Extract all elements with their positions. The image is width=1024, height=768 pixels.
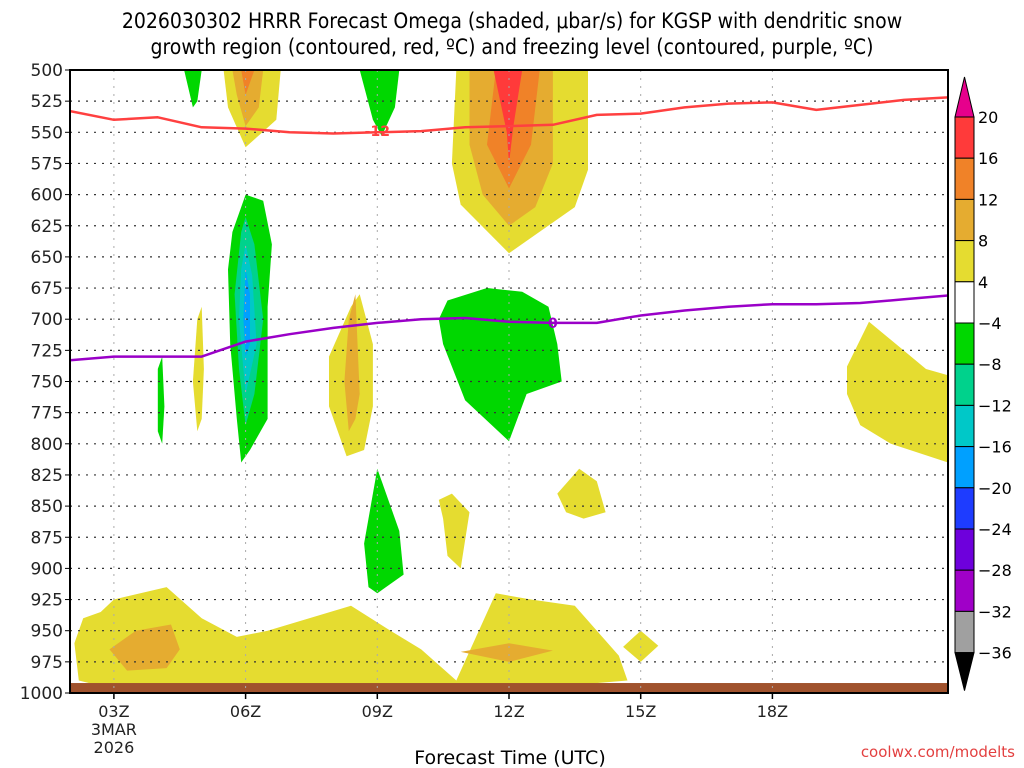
colorbar-swatch bbox=[954, 240, 975, 283]
colorbar-level-label: −20 bbox=[978, 479, 1012, 498]
colorbar-level-label: 12 bbox=[978, 190, 998, 209]
y-axis: 500 525 550 575 600 625 650 675 700 725 750 775 800 8… bbox=[20, 61, 70, 704]
y-tick-label: 700 bbox=[31, 310, 63, 330]
shaded-region-uplift-06z-top bbox=[241, 70, 255, 95]
y-tick-label: 600 bbox=[31, 186, 63, 206]
y-tick-label: 675 bbox=[31, 279, 63, 299]
y-tick-label: 900 bbox=[31, 559, 63, 579]
shaded-region-sink-06z-column bbox=[243, 269, 250, 357]
terrain-layer bbox=[70, 683, 948, 693]
x-tick-label: 12Z bbox=[493, 702, 524, 721]
colorbar-legend: 20 16 12 8 4 −4 −8 −12 −16 −20 −24 −28 −32 −36 bbox=[954, 76, 1012, 691]
colorbar-level-label: −8 bbox=[978, 355, 1002, 374]
y-tick-label: 500 bbox=[31, 61, 63, 81]
colorbar-level-label: −16 bbox=[978, 438, 1012, 457]
colorbar-swatch bbox=[954, 446, 975, 489]
y-tick-label: 575 bbox=[31, 154, 63, 174]
colorbar-swatch bbox=[954, 610, 975, 654]
colorbar-swatch bbox=[954, 487, 975, 530]
chart-title-line-2: growth region (contoured, red, ºC) and f… bbox=[151, 35, 874, 59]
colorbar-level-label: 4 bbox=[978, 273, 988, 292]
colorbar-level-label: −28 bbox=[978, 561, 1012, 580]
colorbar-level-label: −24 bbox=[978, 520, 1012, 539]
shaded-region-uplift-11z-low bbox=[438, 493, 470, 569]
x-tick-label: 06Z bbox=[230, 702, 261, 721]
y-tick-label: 650 bbox=[31, 248, 63, 268]
x-tick-label: 03Z bbox=[98, 702, 129, 721]
colorbar-level-label: −32 bbox=[978, 602, 1012, 621]
shaded-region-uplift-19z bbox=[847, 321, 948, 463]
y-tick-label: 725 bbox=[31, 341, 63, 361]
y-tick-label: 775 bbox=[31, 404, 63, 424]
shaded-region-sink-04z bbox=[157, 356, 165, 444]
omega-shading-layer bbox=[74, 70, 948, 690]
colorbar-swatch bbox=[954, 569, 975, 612]
x-axis-label: Forecast Time (UTC) bbox=[414, 747, 605, 768]
colorbar-over-arrow bbox=[954, 76, 975, 118]
contour-layer: -12 0 bbox=[70, 96, 948, 362]
colorbar-level-label: 8 bbox=[978, 232, 988, 251]
y-tick-label: 625 bbox=[31, 217, 63, 237]
y-tick-label: 750 bbox=[31, 373, 63, 393]
x-tick-label: 18Z bbox=[757, 702, 788, 721]
shaded-region-uplift-boundary-core bbox=[109, 624, 180, 671]
shaded-region-uplift-12z-core bbox=[493, 70, 523, 164]
x-tick-label: 2026 bbox=[94, 738, 135, 757]
shaded-region-uplift-12z-boundary-core bbox=[460, 643, 553, 662]
y-tick-label: 1000 bbox=[20, 684, 63, 704]
shaded-region-uplift-06z-top bbox=[232, 70, 264, 127]
colorbar-swatch bbox=[954, 281, 975, 324]
y-tick-label: 550 bbox=[31, 123, 63, 143]
shaded-region-sink-09z-low bbox=[364, 468, 404, 594]
y-tick-label: 525 bbox=[31, 92, 63, 112]
colorbar-swatch bbox=[954, 116, 975, 159]
shaded-region-uplift-08z bbox=[344, 294, 360, 432]
shaded-region-uplift-boundary-layer bbox=[74, 587, 628, 690]
colorbar-level-label: −4 bbox=[978, 314, 1002, 333]
colorbar-swatch bbox=[954, 322, 975, 365]
x-tick-label: 3MAR bbox=[91, 720, 137, 739]
colorbar-swatch bbox=[954, 404, 975, 448]
y-tick-label: 950 bbox=[31, 622, 63, 642]
y-tick-label: 825 bbox=[31, 466, 63, 486]
contour-freezing-level bbox=[70, 294, 948, 362]
colorbar-level-label: 16 bbox=[978, 149, 998, 168]
colorbar-swatch bbox=[954, 157, 975, 200]
colorbar-under-arrow bbox=[954, 652, 975, 691]
y-tick-label: 800 bbox=[31, 435, 63, 455]
contour-label-dendritic-snow-growth: -12 bbox=[365, 124, 390, 140]
contour-dendritic-snow-growth bbox=[70, 96, 948, 135]
credit-link[interactable]: coolwx.com/modelts bbox=[861, 743, 1015, 761]
colorbar-level-label: −12 bbox=[978, 396, 1012, 415]
terrain-band bbox=[70, 683, 948, 693]
shaded-region-sink-12z-mid bbox=[438, 288, 562, 442]
colorbar-swatch bbox=[954, 528, 975, 571]
y-tick-label: 875 bbox=[31, 528, 63, 548]
shaded-region-sink-05z-top bbox=[184, 70, 202, 108]
contour-label-freezing-level: 0 bbox=[548, 316, 558, 332]
y-tick-label: 975 bbox=[31, 653, 63, 673]
y-tick-label: 925 bbox=[31, 591, 63, 611]
colorbar-swatch bbox=[954, 198, 975, 242]
colorbar-swatch bbox=[954, 363, 975, 406]
y-tick-label: 850 bbox=[31, 497, 63, 517]
shaded-region-uplift-13z-low bbox=[557, 468, 606, 519]
shaded-region-sink-09z-top bbox=[359, 70, 400, 136]
x-tick-label: 09Z bbox=[362, 702, 393, 721]
chart-title-line-1: 2026030302 HRRR Forecast Omega (shaded, … bbox=[122, 9, 902, 33]
colorbar-level-label: 20 bbox=[978, 108, 998, 127]
colorbar-level-label: −36 bbox=[978, 644, 1012, 663]
shaded-region-uplift-05z bbox=[192, 306, 204, 432]
x-tick-label: 15Z bbox=[625, 702, 656, 721]
